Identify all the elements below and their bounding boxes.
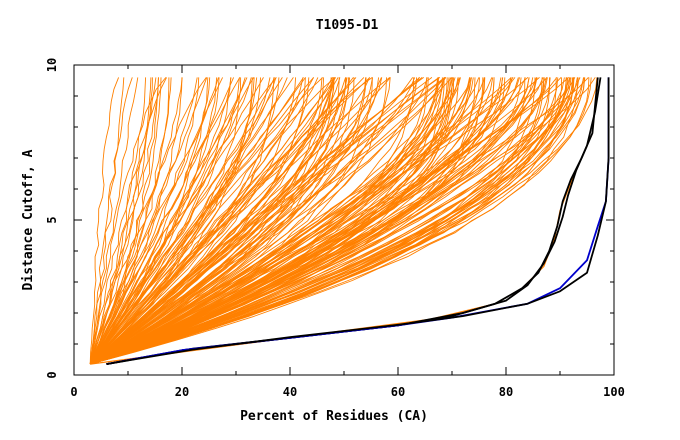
model-curve: [89, 77, 340, 365]
model-curve: [89, 77, 319, 365]
model-curve: [89, 77, 529, 365]
model-curve: [89, 77, 153, 365]
model-curve: [89, 77, 246, 365]
chart-title: T1095-D1: [316, 18, 379, 33]
model-curve: [90, 77, 471, 365]
model-curve: [89, 77, 125, 365]
model-curve: [89, 77, 159, 365]
model-curve: [89, 77, 218, 365]
model-curve: [89, 77, 334, 365]
highlighted-model-curves: [90, 77, 610, 365]
model-curve: [89, 77, 147, 365]
model-curve: [90, 77, 495, 365]
model-curve: [90, 77, 559, 365]
model-curve: [89, 77, 348, 365]
x-tick-label: 20: [175, 385, 189, 399]
model-curve: [89, 77, 275, 365]
model-curve: [89, 77, 383, 365]
model-curve: [90, 77, 453, 365]
model-curve: [89, 77, 139, 365]
y-tick-label: 5: [45, 216, 59, 223]
y-tick-label: 10: [45, 58, 59, 72]
model-curve: [89, 77, 220, 365]
model-curve: [89, 77, 373, 365]
model-curve: [89, 77, 167, 365]
model-curve: [89, 77, 514, 365]
highlight-curve-5: [106, 77, 610, 365]
x-tick-label: 0: [70, 385, 77, 399]
model-curve: [89, 77, 453, 365]
x-tick-label: 40: [283, 385, 297, 399]
model-curve: [90, 77, 568, 365]
model-curve: [89, 77, 445, 365]
model-curve: [90, 77, 567, 365]
x-tick-label: 100: [603, 385, 625, 399]
model-curve: [89, 77, 351, 365]
x-axis-label: Percent of Residues (CA): [240, 409, 428, 424]
model-curve: [90, 77, 572, 365]
model-curve: [89, 77, 168, 365]
model-curve: [90, 77, 571, 365]
y-tick-label: 0: [45, 371, 59, 378]
model-curve: [90, 77, 387, 365]
model-curve: [90, 77, 415, 365]
model-curve: [89, 77, 304, 365]
model-curve: [90, 77, 575, 365]
model-curve: [89, 77, 294, 365]
model-curve: [89, 77, 421, 365]
model-curve: [89, 77, 456, 365]
model-curve: [90, 77, 504, 365]
model-curve: [90, 77, 543, 365]
model-curve: [90, 77, 590, 365]
model-curve: [89, 77, 391, 365]
model-curve: [90, 77, 537, 365]
model-curve: [89, 77, 271, 365]
model-curve: [89, 77, 159, 365]
x-tick-label: 80: [499, 385, 513, 399]
model-curve: [89, 77, 241, 365]
axis-ticks: 0 20 40 60 80 100 0 5 10: [45, 58, 625, 399]
model-curve: [89, 77, 208, 365]
background-model-curves: [89, 77, 598, 365]
model-curve: [89, 77, 224, 365]
model-curve: [89, 77, 314, 365]
model-curve: [90, 77, 544, 365]
model-curve: [89, 77, 133, 365]
model-curve: [89, 77, 310, 365]
model-curve: [89, 77, 562, 365]
model-curve: [89, 77, 162, 365]
x-tick-label: 60: [391, 385, 405, 399]
model-curve: [89, 77, 447, 365]
y-axis-label: Distance Cutoff, A: [21, 149, 36, 290]
model-curve: [89, 77, 354, 365]
model-curve: [90, 77, 472, 365]
model-curve: [90, 77, 443, 365]
model-curve: [89, 77, 248, 365]
model-curve: [90, 77, 551, 365]
model-curve: [89, 77, 120, 365]
model-curve: [89, 77, 370, 365]
